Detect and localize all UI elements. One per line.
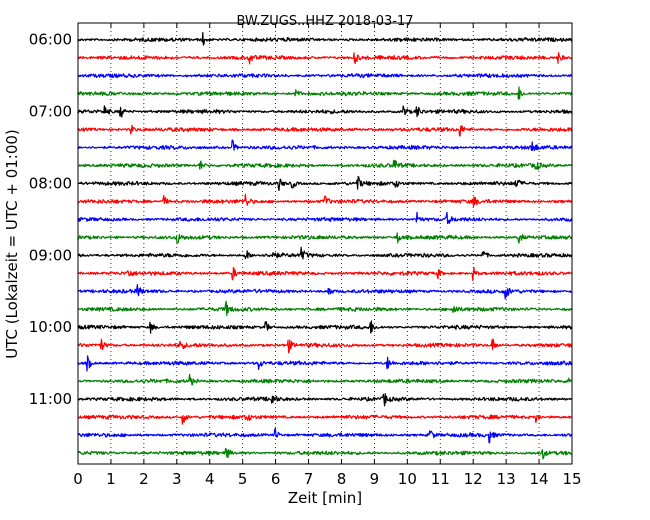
trace-row (77, 211, 573, 225)
x-tick-label: 7 (304, 470, 314, 488)
trace-row (77, 447, 573, 460)
x-tick-label: 4 (205, 470, 215, 488)
trace-row (77, 139, 573, 152)
trace-row (77, 428, 573, 444)
y-tick-label: 06:00 (29, 31, 72, 49)
x-tick-label: 15 (562, 470, 581, 488)
trace-row (77, 105, 573, 118)
trace-row (77, 266, 573, 282)
x-tick-label: 2 (139, 470, 149, 488)
x-axis: 0 1 2 3 4 5 6 7 8 9 10 11 12 13 14 15 (73, 23, 582, 488)
trace-row (77, 73, 573, 79)
trace-row (77, 159, 573, 171)
x-tick-label: 9 (370, 470, 380, 488)
x-tick-label: 14 (530, 470, 549, 488)
trace-row (77, 246, 573, 260)
trace-row (77, 355, 573, 372)
traces (77, 31, 573, 460)
x-tick-label: 6 (271, 470, 281, 488)
trace-row (77, 124, 573, 137)
trace-row (77, 31, 573, 46)
x-tick-label: 13 (497, 470, 516, 488)
chart-title: BW.ZUGS..HHZ 2018-03-17 (236, 14, 413, 29)
trace-row (77, 338, 573, 354)
trace-row (77, 193, 573, 208)
y-tick-label: 07:00 (29, 103, 72, 121)
x-tick-label: 10 (398, 470, 417, 488)
trace-row (77, 232, 573, 244)
y-axis-label: UTC (Lokalzeit = UTC + 01:00) (3, 129, 21, 359)
plot-frame (77, 22, 573, 465)
trace-row (77, 373, 573, 386)
x-tick-label: 3 (172, 470, 182, 488)
trace-row (77, 284, 573, 300)
y-tick-label: 11:00 (29, 390, 72, 408)
x-tick-label: 11 (431, 470, 450, 488)
trace-row (77, 320, 573, 334)
trace-row (77, 414, 573, 425)
x-tick-label: 8 (337, 470, 347, 488)
trace-row (77, 300, 573, 317)
x-axis-label: Zeit [min] (288, 489, 362, 507)
y-tick-label: 10:00 (29, 318, 72, 336)
y-tick-label: 08:00 (29, 174, 72, 192)
trace-row (77, 393, 573, 407)
x-tick-label: 1 (106, 470, 116, 488)
y-tick-label: 09:00 (29, 246, 72, 264)
trace-row (77, 86, 573, 100)
trace-row (77, 175, 573, 192)
x-tick-label: 5 (238, 470, 248, 488)
trace-row (77, 52, 573, 65)
x-tick-label: 12 (464, 470, 483, 488)
grid (110, 23, 540, 464)
y-axis: 06:00 07:00 08:00 09:00 10:00 11:00 (29, 31, 572, 408)
x-tick-label: 0 (73, 470, 83, 488)
